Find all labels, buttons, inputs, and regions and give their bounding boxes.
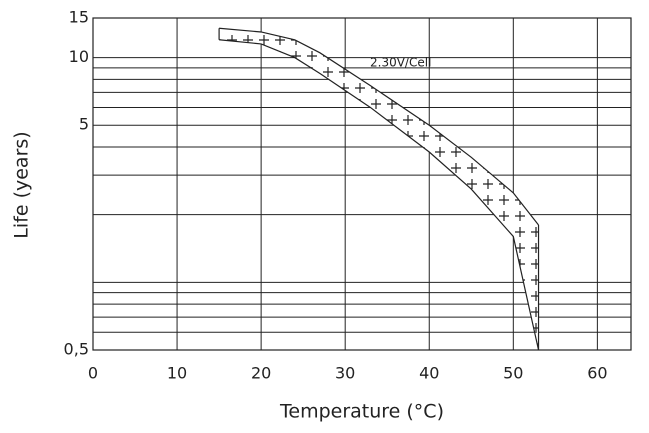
x-tick-label: 0	[88, 364, 98, 383]
band-lower	[219, 39, 540, 351]
band-upper	[219, 27, 540, 226]
y-axis-label: Life (years)	[11, 131, 33, 238]
x-tick-label: 60	[587, 364, 607, 383]
y-tick-label: 5	[79, 115, 89, 134]
annotation: 2.30V/Cell	[370, 56, 431, 70]
y-tick-label: 0,5	[64, 340, 89, 359]
x-axis-label: Temperature (°C)	[279, 401, 444, 423]
y-tick-label: 15	[69, 8, 89, 27]
x-tick-label: 50	[503, 364, 523, 383]
x-tick-label: 30	[335, 364, 355, 383]
x-tick-label: 20	[251, 364, 271, 383]
x-tick-label: 10	[167, 364, 187, 383]
band-pattern	[219, 28, 539, 351]
x-tick-label: 40	[419, 364, 439, 383]
y-tick-label: 10	[69, 47, 89, 66]
